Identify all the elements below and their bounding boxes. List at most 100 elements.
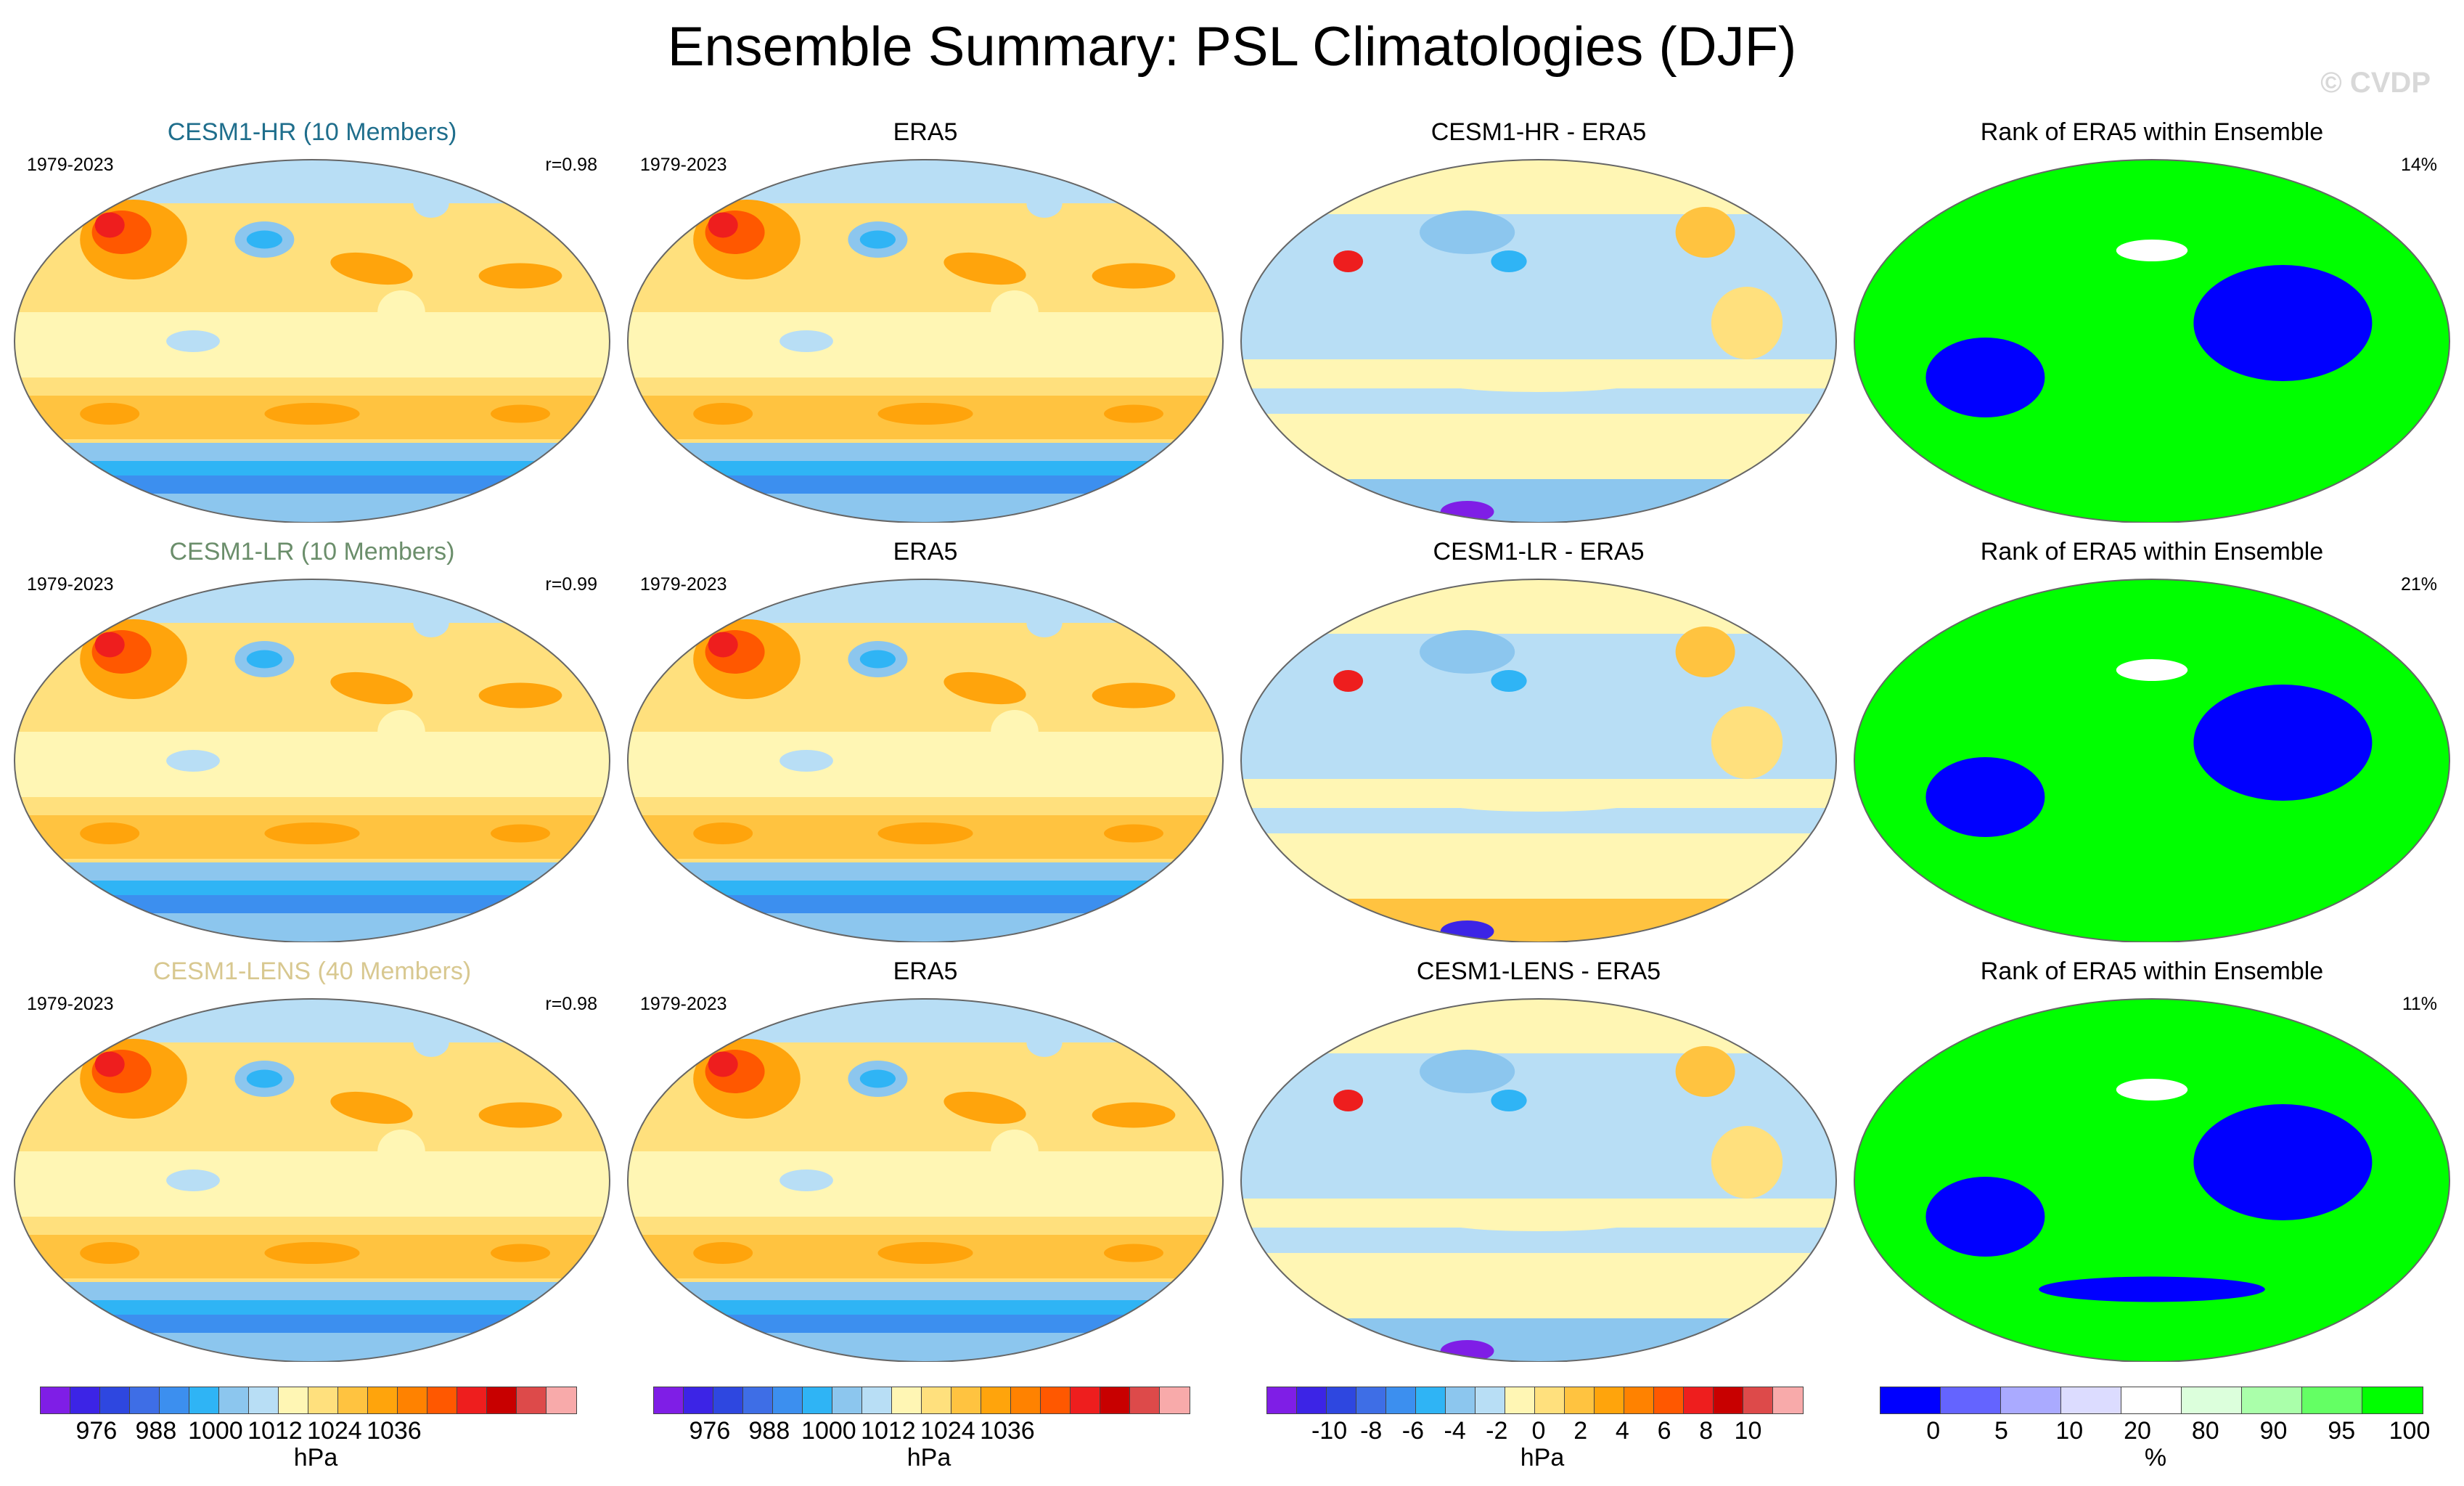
- colorbar-swatch: [1475, 1387, 1505, 1413]
- model-title: CESM1-LR (10 Members): [169, 538, 455, 566]
- rank-colorbar: % 0 5 10 20 80 90 95 100: [1880, 1387, 2431, 1474]
- colorbar-swatch: [684, 1387, 713, 1413]
- rank-percent: 11%: [2402, 994, 2437, 1014]
- colorbar-unit: hPa: [1520, 1444, 1565, 1471]
- colorbar-tick-label: 6: [1657, 1417, 1671, 1445]
- period-label: 1979-2023: [640, 155, 727, 175]
- model-robinson-map: [14, 579, 610, 942]
- model-map-panel: CESM1-LENS (40 Members) 1979-2023 r=0.98: [11, 955, 613, 1362]
- colorbar-tick-label: 988: [748, 1417, 790, 1445]
- obs-title: ERA5: [893, 118, 958, 146]
- colorbar-swatch: [832, 1387, 862, 1413]
- colorbar-swatch: [773, 1387, 803, 1413]
- colorbar-swatch: [1773, 1387, 1803, 1413]
- colorbar-swatch: [654, 1387, 684, 1413]
- colorbar-swatch: [308, 1387, 338, 1413]
- page-title: Ensemble Summary: PSL Climatologies (DJF…: [667, 16, 1797, 78]
- colorbar-swatch: [951, 1387, 981, 1413]
- colorbar-swatch: [1595, 1387, 1624, 1413]
- colorbar-swatch: [70, 1387, 100, 1413]
- colorbar-swatch: [1743, 1387, 1773, 1413]
- diff-map-panel: CESM1-LENS - ERA5: [1237, 955, 1840, 1362]
- colorbar-tick-label: 10: [1734, 1417, 1762, 1445]
- colorbar-swatch: [100, 1387, 130, 1413]
- obs-title: ERA5: [893, 538, 958, 566]
- colorbar-tick-label: 4: [1615, 1417, 1629, 1445]
- colorbar-swatch: [1505, 1387, 1535, 1413]
- rank-robinson-map: [1854, 159, 2450, 523]
- model-title: CESM1-HR (10 Members): [167, 118, 457, 146]
- colorbar-swatch: [2121, 1387, 2182, 1413]
- colorbar-swatch: [922, 1387, 951, 1413]
- model-map-panel: CESM1-HR (10 Members) 1979-2023 r=0.98: [11, 116, 613, 523]
- colorbar-swatch: [249, 1387, 279, 1413]
- colorbar-swatch: [547, 1387, 576, 1413]
- pattern-correlation: r=0.98: [545, 155, 597, 175]
- colorbar-swatch: [279, 1387, 308, 1413]
- rank-title: Rank of ERA5 within Ensemble: [1980, 118, 2324, 146]
- pattern-correlation: r=0.99: [545, 574, 597, 595]
- obs-map-panel: ERA5 1979-2023: [624, 116, 1227, 523]
- colorbar-swatch: [1100, 1387, 1130, 1413]
- colorbar-tick-label: -2: [1486, 1417, 1508, 1445]
- colorbar-swatch: [1267, 1387, 1297, 1413]
- colorbar-tick-label: 95: [2328, 1417, 2356, 1445]
- colorbar-swatch: [981, 1387, 1011, 1413]
- colorbar-tick-label: 976: [75, 1417, 118, 1445]
- colorbar-swatch: [1624, 1387, 1654, 1413]
- colorbar-swatch: [1386, 1387, 1416, 1413]
- colorbar-tick-label: 8: [1699, 1417, 1714, 1445]
- rank-map-panel: Rank of ERA5 within Ensemble 11%: [1851, 955, 2453, 1362]
- colorbar-unit: hPa: [293, 1444, 338, 1471]
- colorbar-swatch: [1327, 1387, 1356, 1413]
- obs-title: ERA5: [893, 958, 958, 985]
- colorbar-tick-label: 1024: [307, 1417, 362, 1445]
- colorbar-tick-label: 1012: [861, 1417, 916, 1445]
- colorbar-tick-label: 5: [1994, 1417, 2008, 1445]
- colorbar-tick-label: -8: [1360, 1417, 1383, 1445]
- colorbar-tick-label: 988: [135, 1417, 177, 1445]
- colorbar-swatch: [713, 1387, 743, 1413]
- colorbar-swatch: [160, 1387, 189, 1413]
- obs-map-panel: ERA5 1979-2023: [624, 536, 1227, 942]
- colorbar-swatch: [1011, 1387, 1041, 1413]
- rank-title: Rank of ERA5 within Ensemble: [1980, 538, 2324, 566]
- colorbar-swatch: [189, 1387, 219, 1413]
- period-label: 1979-2023: [27, 574, 114, 595]
- colorbar-swatch: [338, 1387, 368, 1413]
- colorbar-swatch: [457, 1387, 487, 1413]
- colorbar-tick-label: 1012: [247, 1417, 303, 1445]
- psl-colorbar-model: hPa 976 988 1000 1012 1024 1036: [40, 1387, 592, 1474]
- obs-robinson-map: [627, 159, 1224, 523]
- colorbar-swatch: [2302, 1387, 2362, 1413]
- obs-map-panel: ERA5 1979-2023: [624, 955, 1227, 1362]
- diff-title: CESM1-LENS - ERA5: [1416, 958, 1661, 985]
- colorbar-swatch: [2242, 1387, 2302, 1413]
- rank-robinson-map: [1854, 998, 2450, 1362]
- diff-robinson-map: [1240, 579, 1837, 942]
- rank-map-panel: Rank of ERA5 within Ensemble 21%: [1851, 536, 2453, 942]
- rank-percent: 14%: [2400, 155, 2437, 175]
- colorbar-swatch: [1535, 1387, 1565, 1413]
- colorbar-swatch: [1071, 1387, 1100, 1413]
- colorbar-tick-label: 2: [1573, 1417, 1588, 1445]
- colorbar-tick-label: 10: [2055, 1417, 2084, 1445]
- diff-title: CESM1-LR - ERA5: [1433, 538, 1645, 566]
- period-label: 1979-2023: [27, 994, 114, 1014]
- colorbar-swatch: [2182, 1387, 2242, 1413]
- psl-colorbar-obs: hPa 976 988 1000 1012 1024 1036: [653, 1387, 1205, 1474]
- colorbar-tick-label: 0: [1926, 1417, 1941, 1445]
- diff-map-panel: CESM1-LR - ERA5: [1237, 536, 1840, 942]
- colorbar-swatch: [1684, 1387, 1714, 1413]
- colorbar-swatch: [1160, 1387, 1190, 1413]
- colorbar-tick-label: 1036: [367, 1417, 422, 1445]
- colorbar-tick-label: 1000: [188, 1417, 243, 1445]
- colorbar-swatches: [1880, 1387, 2423, 1414]
- colorbar-tick-label: -10: [1311, 1417, 1348, 1445]
- rank-percent: 21%: [2400, 574, 2437, 595]
- model-robinson-map: [14, 998, 610, 1362]
- colorbar-swatch: [130, 1387, 160, 1413]
- colorbar-swatch: [2362, 1387, 2423, 1413]
- colorbar-swatch: [1941, 1387, 2001, 1413]
- colorbar-swatch: [1880, 1387, 1941, 1413]
